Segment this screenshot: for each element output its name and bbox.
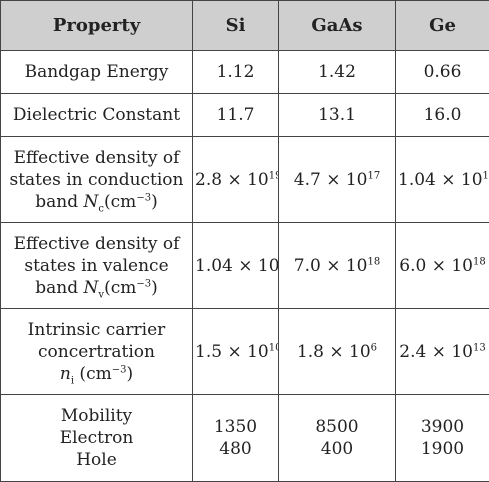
header-property: Property bbox=[1, 1, 193, 51]
table-row-nv: Effective density of states in valence b… bbox=[1, 223, 489, 309]
bandgap-gaas: 1.42 bbox=[279, 51, 396, 94]
ni-gaas: 1.8 × 106 bbox=[279, 309, 396, 395]
table-row-dielectric: Dielectric Constant 11.7 13.1 16.0 bbox=[1, 94, 489, 137]
nc-label: Effective density of states in conductio… bbox=[1, 137, 193, 223]
mobility-ge-electron: 3900 bbox=[398, 416, 487, 438]
mobility-label-line-3: Hole bbox=[3, 449, 190, 471]
ni-label-line-1: Intrinsic carrier bbox=[3, 319, 190, 341]
table-row-bandgap: Bandgap Energy 1.12 1.42 0.66 bbox=[1, 51, 489, 94]
mobility-si-hole: 480 bbox=[195, 438, 276, 460]
mobility-gaas-electron: 8500 bbox=[281, 416, 393, 438]
header-row: Property Si GaAs Ge bbox=[1, 1, 489, 51]
ni-si: 1.5 × 1010 bbox=[193, 309, 279, 395]
mobility-ge-hole: 1900 bbox=[398, 438, 487, 460]
ni-label-line-3: ni (cm−3) bbox=[3, 363, 190, 385]
nv-label-line-2: states in valence bbox=[3, 255, 190, 277]
bandgap-si: 1.12 bbox=[193, 51, 279, 94]
nv-label-line-3: band Nv(cm−3) bbox=[3, 277, 190, 299]
nc-si: 2.8 × 1019 bbox=[193, 137, 279, 223]
bandgap-ge: 0.66 bbox=[396, 51, 489, 94]
nv-ge: 6.0 × 1018 bbox=[396, 223, 489, 309]
table-row-mobility: Mobility Electron Hole 1350 480 8500 400… bbox=[1, 395, 489, 482]
ni-label-line-2: concertration bbox=[3, 341, 190, 363]
mobility-label-line-1: Mobility bbox=[3, 405, 190, 427]
nc-label-line-2: states in conduction bbox=[3, 169, 190, 191]
table-row-ni: Intrinsic carrier concertration ni (cm−3… bbox=[1, 309, 489, 395]
header-gaas: GaAs bbox=[279, 1, 396, 51]
mobility-gaas-hole: 400 bbox=[281, 438, 393, 460]
ni-label: Intrinsic carrier concertration ni (cm−3… bbox=[1, 309, 193, 395]
header-si: Si bbox=[193, 1, 279, 51]
mobility-label: Mobility Electron Hole bbox=[1, 395, 193, 482]
mobility-ge: 3900 1900 bbox=[396, 395, 489, 482]
dielectric-si: 11.7 bbox=[193, 94, 279, 137]
nc-gaas: 4.7 × 1017 bbox=[279, 137, 396, 223]
mobility-si: 1350 480 bbox=[193, 395, 279, 482]
nc-label-line-3: band Nc(cm−3) bbox=[3, 191, 190, 213]
ni-ge: 2.4 × 1013 bbox=[396, 309, 489, 395]
nv-si: 1.04 × 1019 bbox=[193, 223, 279, 309]
mobility-label-line-2: Electron bbox=[3, 427, 190, 449]
nv-label: Effective density of states in valence b… bbox=[1, 223, 193, 309]
bandgap-label: Bandgap Energy bbox=[1, 51, 193, 94]
mobility-gaas: 8500 400 bbox=[279, 395, 396, 482]
mobility-si-electron: 1350 bbox=[195, 416, 276, 438]
nc-label-line-1: Effective density of bbox=[3, 147, 190, 169]
dielectric-ge: 16.0 bbox=[396, 94, 489, 137]
header-ge: Ge bbox=[396, 1, 489, 51]
dielectric-label: Dielectric Constant bbox=[1, 94, 193, 137]
nc-ge: 1.04 × 1019 bbox=[396, 137, 489, 223]
nv-label-line-1: Effective density of bbox=[3, 233, 190, 255]
table-row-nc: Effective density of states in conductio… bbox=[1, 137, 489, 223]
dielectric-gaas: 13.1 bbox=[279, 94, 396, 137]
nv-gaas: 7.0 × 1018 bbox=[279, 223, 396, 309]
